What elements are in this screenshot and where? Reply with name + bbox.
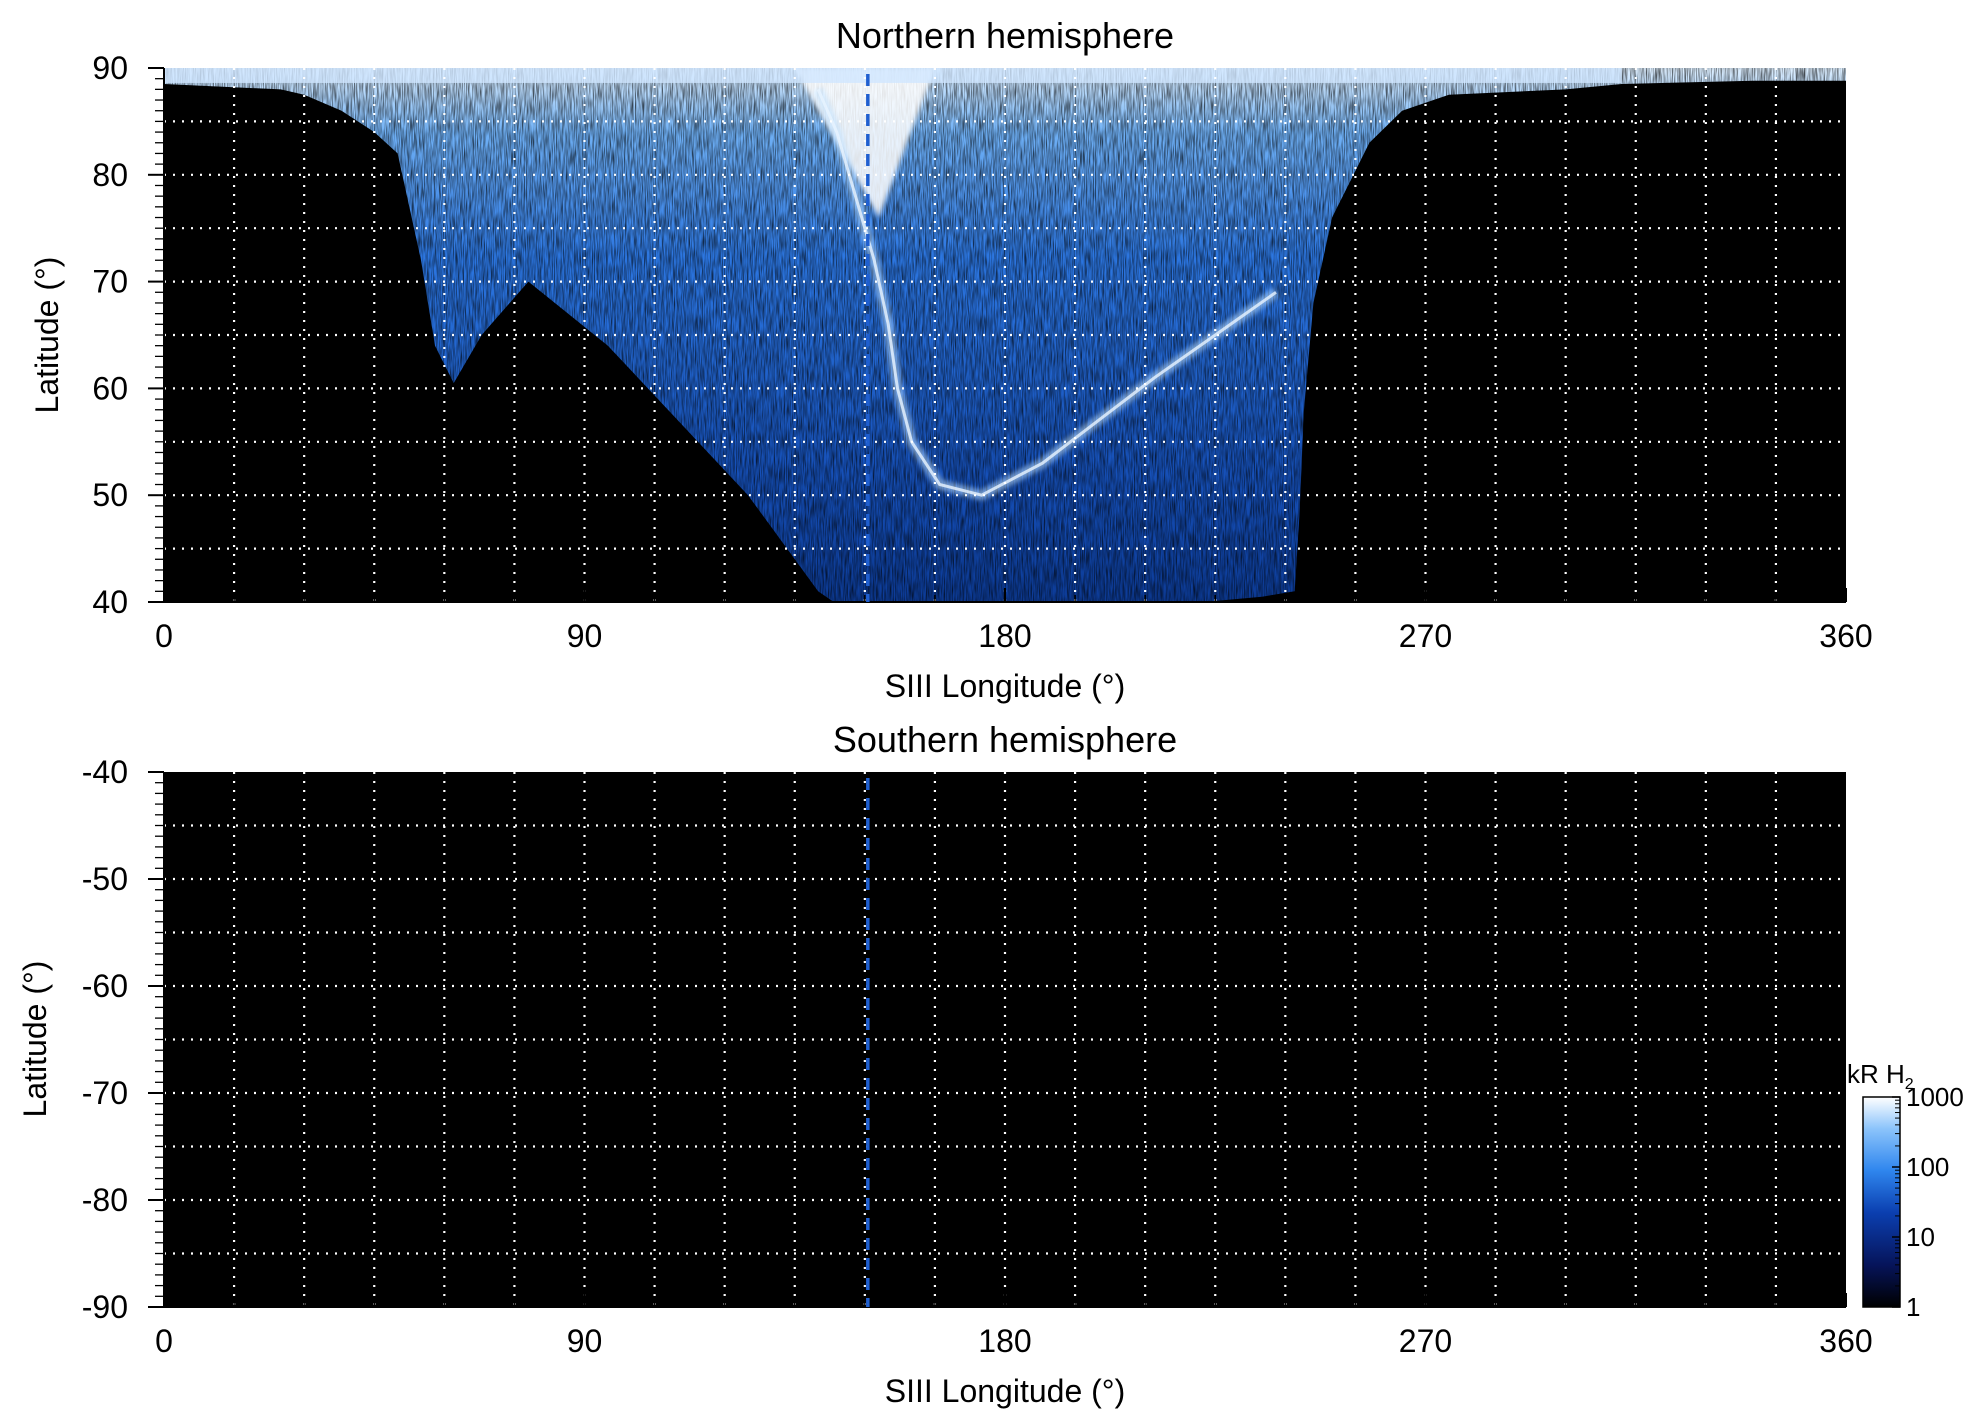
colorbar-label: kR H2 [1847,1059,1914,1093]
northern-y-axis-label: Latitude (°) [29,257,65,414]
colorbar-label-text: kR H [1847,1059,1905,1089]
polar-edge-band [164,68,1622,83]
y-tick-label: 50 [92,477,128,513]
x-tick-label: 0 [155,1323,173,1359]
southern-axis-ticks: 0 90 180 270 360 -40 -50 -60 -70 -80 -90 [82,754,1873,1359]
northern-hemisphere-panel: Northern hemisphere 0 90 180 270 360 40 50 60 70… [29,15,1873,704]
emission-texture [164,68,1846,602]
y-tick-label: 60 [92,370,128,406]
southern-hemisphere-panel: Southern hemisphere 0 90 180 270 360 -40 -50 -6… [17,719,1873,1409]
northern-grid [164,68,1846,602]
x-tick-label: 270 [1399,1323,1452,1359]
colorbar-tick-label: 1000 [1906,1082,1964,1112]
y-tick-label: -40 [82,754,128,790]
colorbar-ticks: 1 10 100 1000 [1892,1082,1964,1322]
southern-panel-title: Southern hemisphere [833,719,1177,760]
colorbar-tick-label: 100 [1906,1152,1949,1182]
y-tick-label: -90 [82,1289,128,1325]
y-tick-label: -60 [82,968,128,1004]
x-tick-label: 360 [1819,1323,1872,1359]
northern-panel-title: Northern hemisphere [836,15,1174,56]
northern-x-axis-label: SIII Longitude (°) [885,668,1125,704]
northern-auroral-emission [164,68,1846,602]
y-tick-label: -70 [82,1075,128,1111]
colorbar-gradient [1862,1096,1901,1308]
y-tick-label: -50 [82,861,128,897]
y-tick-label: 80 [92,157,128,193]
northern-axis-ticks: 0 90 180 270 360 40 50 60 70 80 90 [92,50,1872,654]
x-tick-label: 90 [567,1323,603,1359]
x-tick-label: 360 [1819,618,1872,654]
x-tick-label: 90 [567,618,603,654]
y-tick-label: -80 [82,1182,128,1218]
y-tick-label: 70 [92,264,128,300]
x-tick-label: 180 [978,1323,1031,1359]
x-tick-label: 0 [155,618,173,654]
southern-y-axis-label: Latitude (°) [17,961,53,1118]
x-tick-label: 270 [1399,618,1452,654]
colorbar-tick-label: 1 [1906,1292,1920,1322]
x-tick-label: 180 [978,618,1031,654]
y-tick-label: 40 [92,584,128,620]
colorbar-tick-label: 10 [1906,1222,1935,1252]
colorbar-label-subscript: 2 [1905,1076,1914,1093]
colorbar: kR H2 1 10 100 1000 [1847,1059,1964,1322]
y-tick-label: 90 [92,50,128,86]
southern-x-axis-label: SIII Longitude (°) [885,1373,1125,1409]
southern-grid [164,772,1846,1307]
